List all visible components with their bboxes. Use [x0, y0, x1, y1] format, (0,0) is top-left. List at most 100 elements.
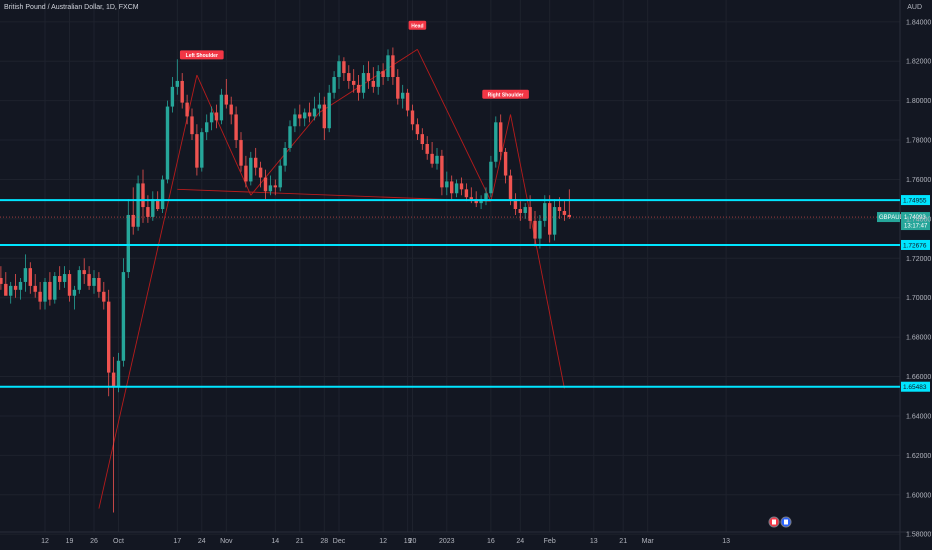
candle-body — [410, 110, 415, 125]
candle-down — [258, 161, 263, 188]
candle-body — [67, 274, 72, 296]
candle-up — [209, 106, 214, 131]
candle-down — [405, 88, 410, 117]
candle-body — [538, 220, 542, 239]
candle-body — [136, 183, 140, 227]
candle-body — [87, 274, 91, 286]
candle-body — [146, 207, 150, 217]
y-tick-label: 1.76000 — [906, 177, 931, 184]
time-axis[interactable]: Sep121926Oct1724Nov142128Dec121920202316… — [0, 538, 730, 545]
candle-down — [263, 169, 268, 200]
candle-up — [317, 92, 322, 117]
candle-body — [366, 73, 371, 81]
current-price-badge[interactable]: GBPAUD 1.74093 13:17:47 — [877, 212, 930, 231]
y-tick-label: 1.64000 — [906, 413, 931, 420]
candle-body — [415, 124, 420, 135]
y-tick-label: 1.70000 — [906, 295, 931, 302]
x-tick-label: 14 — [271, 538, 279, 545]
x-tick-label: 16 — [487, 538, 495, 545]
candle-down — [234, 106, 238, 148]
candle-down — [298, 104, 302, 127]
x-tick-label: 19 — [66, 538, 74, 545]
x-tick-label: 21 — [296, 538, 304, 545]
candle-up — [312, 96, 317, 121]
candle-up — [327, 84, 331, 133]
candle-down — [111, 356, 116, 513]
event-flag-icon[interactable] — [780, 516, 792, 528]
candle-up — [219, 88, 224, 125]
candle-body — [205, 122, 209, 133]
candle-body — [97, 278, 101, 292]
candle-body — [38, 291, 42, 302]
candle-up — [23, 254, 28, 292]
candle-body — [562, 211, 567, 215]
candle-body — [469, 197, 473, 200]
y-tick-label: 1.66000 — [906, 374, 931, 381]
horizontal-levels[interactable]: 1.74955 1.72676 1.65483 GBPAUD 1.74093 13:17:… — [0, 195, 930, 392]
candle-up — [92, 270, 96, 294]
candle-up — [77, 266, 81, 294]
candle-down — [548, 195, 552, 243]
candle-body — [312, 108, 317, 117]
candle-body — [214, 112, 219, 121]
symbol-title[interactable]: British Pound / Australian Dollar, 1D, F… — [4, 4, 139, 11]
candle-body — [33, 285, 37, 292]
candle-body — [278, 165, 282, 188]
level-price-badge[interactable] — [901, 195, 930, 206]
candle-body — [151, 199, 155, 217]
candle-body — [263, 177, 268, 192]
candle-body — [474, 199, 478, 204]
candle-down — [180, 73, 184, 109]
candle-body — [249, 157, 253, 182]
x-tick-label: 24 — [198, 538, 206, 545]
candle-down — [391, 47, 395, 85]
pattern-label-badge: Right Shoulder — [482, 89, 529, 99]
candle-body — [445, 181, 449, 188]
y-tick-label: 1.80000 — [906, 98, 931, 105]
countdown-label: 13:17:47 — [904, 224, 928, 230]
candle-body — [273, 185, 277, 188]
candle-down — [356, 75, 361, 101]
current-price-label: 1.74093 — [904, 215, 926, 221]
event-flag-icon[interactable] — [768, 516, 780, 528]
price-axis[interactable]: 1.58000 1.60000 1.62000 1.64000 1.66000 1.680… — [906, 19, 931, 538]
candle-body — [440, 155, 444, 188]
candle-down — [190, 108, 194, 141]
candle-down — [273, 179, 277, 196]
candle-up — [332, 71, 336, 99]
candle-down — [459, 177, 464, 196]
candle-body — [200, 132, 204, 168]
candle-body — [28, 268, 32, 286]
candle-down — [28, 262, 32, 294]
candle-body — [303, 112, 307, 119]
candle-up — [205, 114, 209, 141]
y-tick-label: 1.62000 — [906, 453, 931, 460]
candle-down — [67, 270, 72, 302]
candle-down — [87, 266, 91, 290]
candle-down — [415, 118, 420, 141]
candle-body — [391, 55, 395, 77]
candle-down — [342, 57, 346, 81]
candle-up — [268, 175, 273, 196]
candle-down — [567, 189, 571, 219]
event-icons[interactable] — [768, 516, 792, 528]
level-price-badge[interactable] — [901, 381, 930, 392]
candle-body — [401, 92, 405, 99]
candle-down — [533, 211, 537, 247]
candle-up — [552, 199, 557, 241]
candle-body — [307, 112, 312, 117]
candle-body — [190, 116, 194, 135]
candle-down — [131, 187, 135, 235]
level-price-badge[interactable] — [901, 239, 930, 250]
candle-up — [523, 203, 527, 219]
candle-body — [229, 104, 233, 115]
candle-down — [352, 69, 356, 93]
candle-body — [499, 122, 503, 152]
candle-down — [366, 61, 371, 89]
candle-body — [405, 92, 410, 111]
y-tick-label: 1.84000 — [906, 19, 931, 26]
y-tick-label: 1.60000 — [906, 492, 931, 499]
x-tick-label: 17 — [173, 538, 181, 545]
candle-body — [0, 278, 3, 284]
